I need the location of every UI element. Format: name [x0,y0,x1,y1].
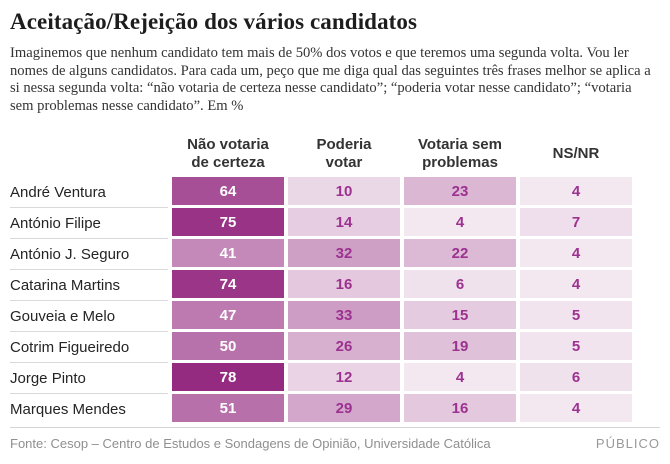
heatmap-cell: 41 [172,239,284,268]
table-row: André Ventura 64 10 23 4 [10,177,632,209]
column-header-line: Poderia [316,136,372,154]
candidate-name: Jorge Pinto [10,363,168,395]
heatmap-cell: 4 [404,208,516,237]
heatmap-cell: 50 [172,332,284,361]
heatmap-cell: 10 [288,177,400,206]
footer: Fonte: Cesop – Centro de Estudos e Sonda… [10,427,660,451]
table-row: Marques Mendes 51 29 16 4 [10,394,632,425]
heatmap-cell: 4 [404,363,516,392]
heatmap-cell: 22 [404,239,516,268]
heatmap-cell: 51 [172,394,284,423]
source-note: Fonte: Cesop – Centro de Estudos e Sonda… [10,436,491,452]
heatmap-cell: 5 [520,332,632,361]
table-row: António J. Seguro 41 32 22 4 [10,239,632,271]
heatmap-cell: 47 [172,301,284,330]
heatmap-cell: 4 [520,270,632,299]
heatmap-cell: 16 [288,270,400,299]
chart-subtitle: Imaginemos que nenhum candidato tem mais… [10,45,651,114]
table-row: Jorge Pinto 78 12 4 6 [10,363,632,395]
table-row: Cotrim Figueiredo 50 26 19 5 [10,332,632,364]
heatmap-cell: 4 [520,239,632,268]
heatmap-cell: 75 [172,208,284,237]
column-header-ns-nr: NS/NR [520,145,632,172]
table-row: Catarina Martins 74 16 6 4 [10,270,632,302]
brand-logo: PÚBLICO [595,436,660,452]
heatmap-cell: 78 [172,363,284,392]
column-header-line: de certeza [191,154,265,172]
heatmap-table: Não votaria de certeza Poderia votar Votaria… [10,136,632,425]
heatmap-cell: 33 [288,301,400,330]
column-header-line: NS/NR [552,145,600,163]
heatmap-cell: 5 [520,301,632,330]
candidate-name: Gouveia e Melo [10,301,168,333]
heatmap-cell: 4 [520,394,632,423]
column-header-line: Votaria sem [418,136,502,154]
heatmap-cell: 4 [520,177,632,206]
column-header-votaria-sem-problemas: Votaria sem problemas [404,136,516,172]
candidate-name: Catarina Martins [10,270,168,302]
heatmap-cell: 74 [172,270,284,299]
heatmap-cell: 23 [404,177,516,206]
candidate-name: Marques Mendes [10,400,126,418]
candidate-name: António J. Seguro [10,239,168,271]
table-row: António Filipe 75 14 4 7 [10,208,632,240]
column-header-nao-votaria-de-certeza: Não votaria de certeza [172,136,284,172]
table-body: André Ventura 64 10 23 4 António Filipe 75 14 4 7… [10,177,632,425]
heatmap-cell: 7 [520,208,632,237]
candidate-name: Cotrim Figueiredo [10,332,168,364]
heatmap-cell: 64 [172,177,284,206]
heatmap-cell: 6 [520,363,632,392]
column-header-line: problemas [422,154,498,172]
column-header-line: Não votaria [187,136,269,154]
heatmap-cell: 15 [404,301,516,330]
heatmap-cell: 6 [404,270,516,299]
heatmap-cell: 32 [288,239,400,268]
heatmap-cell: 26 [288,332,400,361]
heatmap-cell: 14 [288,208,400,237]
candidate-name: André Ventura [10,177,168,209]
candidate-name: António Filipe [10,208,168,240]
infographic: Aceitação/Rejeição dos vários candidatos… [10,9,660,451]
heatmap-cell: 19 [404,332,516,361]
page-title: Aceitação/Rejeição dos vários candidatos [10,9,418,34]
table-header-row: Não votaria de certeza Poderia votar Votaria… [10,136,632,177]
heatmap-cell: 12 [288,363,400,392]
heatmap-cell: 16 [404,394,516,423]
table-row: Gouveia e Melo 47 33 15 5 [10,301,632,333]
column-header-poderia-votar: Poderia votar [288,136,400,172]
heatmap-cell: 29 [288,394,400,423]
column-header-line: votar [325,154,363,172]
